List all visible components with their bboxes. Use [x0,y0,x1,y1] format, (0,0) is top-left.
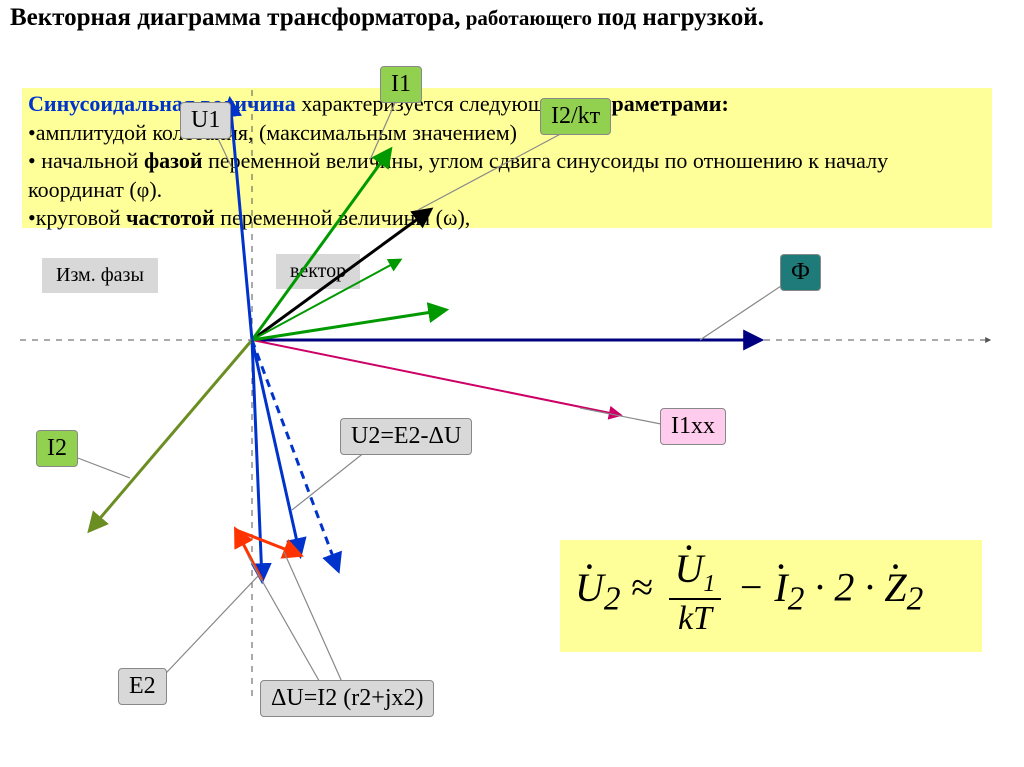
f-approx: ≈ [631,565,663,610]
f-Isub: 2 [788,581,805,618]
callout-e2: E2 [118,668,167,705]
callout-i2: I2 [36,430,78,467]
formula: U2 ≈ U1 kT − I2 · 2 · Z2 [575,545,923,638]
callout-u1: U1 [180,102,231,139]
f-mid: · 2 · [814,565,884,610]
callout-i1xx: I1xx [660,408,726,445]
f-Zsub: 2 [907,581,924,618]
callout-du: ΔU=I2 (r2+jx2) [260,680,434,717]
callout-i1: I1 [380,66,422,103]
f-frac: U1 kT [669,545,722,638]
callout-i2kt: I2/kт [540,98,611,135]
f-Z: Z [884,565,906,610]
f-lhs-sub: 2 [604,581,621,618]
f-minus: − [737,565,774,610]
f-lhs: U [575,565,604,610]
page: { "title": {"main":"Векторная диаграмма … [0,0,1024,767]
callout-u2eq: U2=E2-ΔU [340,418,472,455]
callout-phi: Ф [780,254,821,291]
f-I: I [774,565,787,610]
